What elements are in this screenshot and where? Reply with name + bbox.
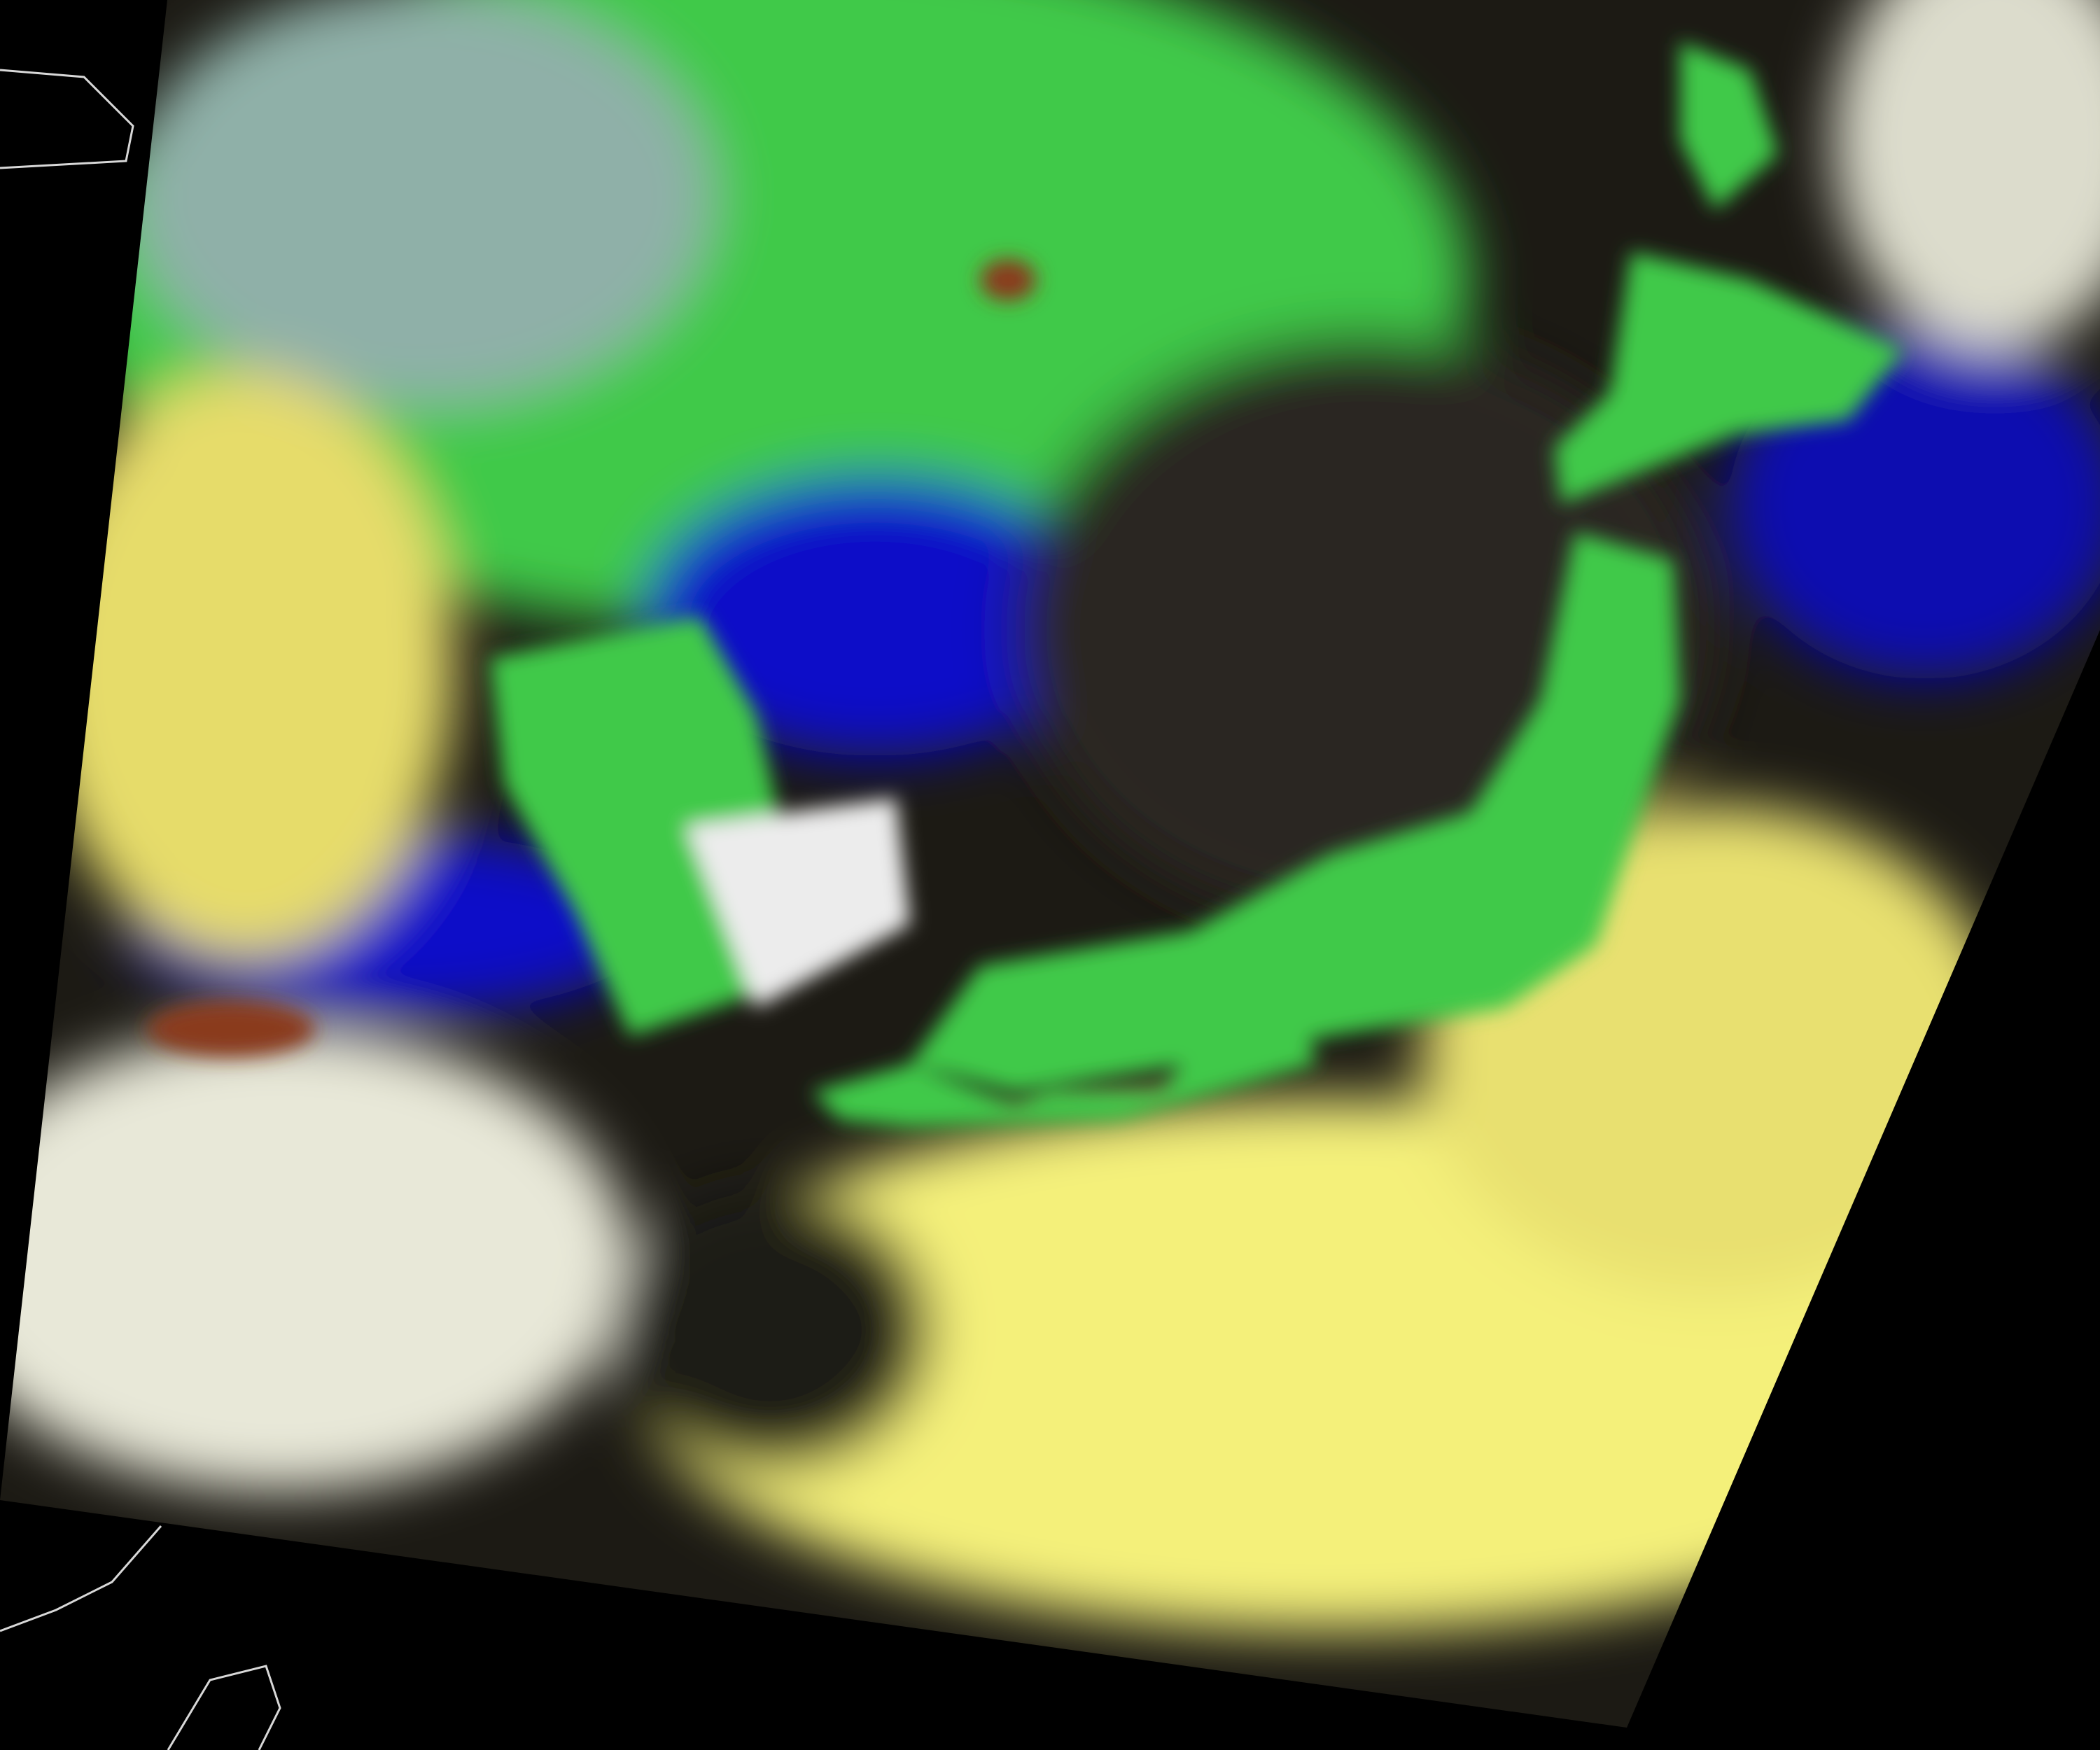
coastline-china-south (0, 1525, 162, 1632)
burn-scar (980, 259, 1036, 301)
coastline-west (0, 69, 134, 169)
red-soil-patch (147, 1001, 315, 1057)
yellow-sea-water (644, 476, 1106, 756)
sakhalin (1680, 42, 1778, 210)
hokkaido (1554, 252, 1904, 504)
west-cloud-band (35, 371, 455, 959)
dark-cloud-gap (609, 1190, 931, 1470)
shikoku-kyushu (812, 1008, 1316, 1127)
coastline-taiwan (167, 1665, 281, 1750)
mongolia-arid-region (126, 0, 714, 406)
northeast-white-cloud (1834, 0, 2100, 350)
korea-peninsula (490, 616, 784, 1036)
southwest-white-cloud (0, 1029, 630, 1491)
honshu (910, 532, 1680, 1092)
coastline-outlines (0, 69, 281, 1750)
korea-cloud (686, 798, 910, 1008)
